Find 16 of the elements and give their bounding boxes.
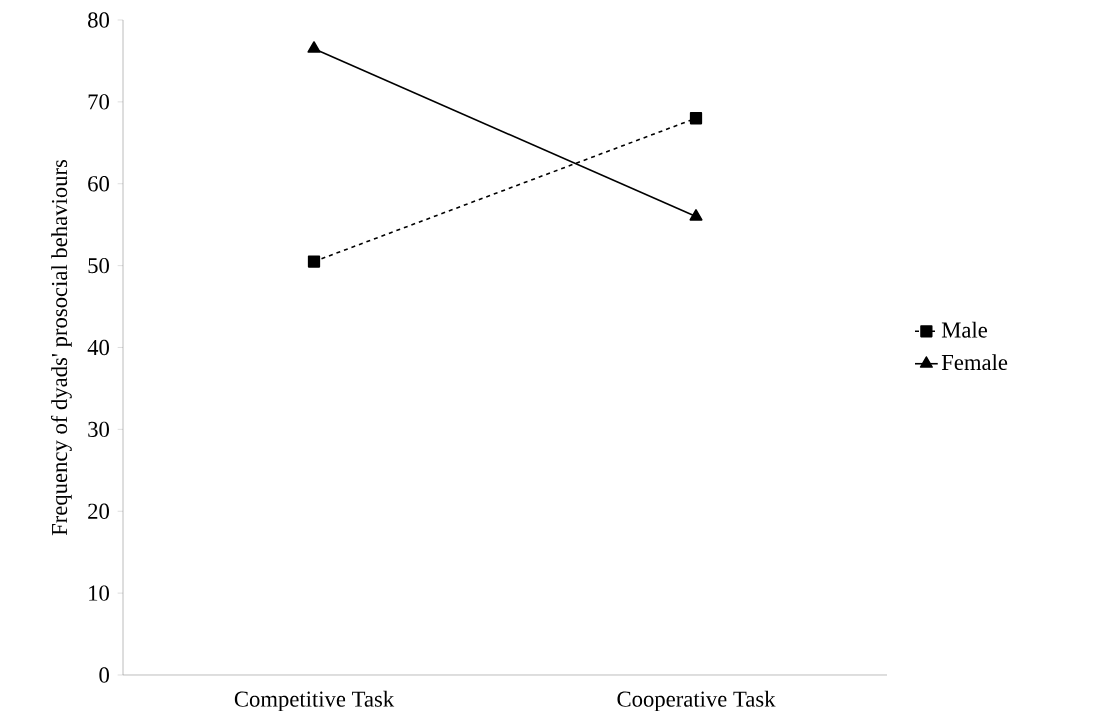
y-tick-label: 0: [99, 667, 109, 683]
x-tick-label: Cooperative Task: [617, 690, 776, 711]
y-tick-label: 70: [88, 94, 109, 110]
point: [689, 112, 703, 125]
x-tick-label: Competitive Task: [234, 690, 395, 711]
y-tick-label: 20: [88, 503, 109, 519]
y-axis-title: Frequency of dyads' prosocial behaviours: [50, 159, 72, 536]
y-tick-label: 40: [87, 339, 109, 356]
y-tick-label: 60: [88, 176, 109, 192]
y-tick-label: 80: [88, 12, 109, 28]
legend-label: Female: [941, 354, 1008, 371]
point: [307, 255, 321, 268]
y-tick-label: 50: [88, 257, 109, 274]
legend-label: Male: [941, 321, 988, 338]
y-tick-label: 10: [89, 585, 109, 601]
y-tick-label: 30: [88, 421, 109, 438]
